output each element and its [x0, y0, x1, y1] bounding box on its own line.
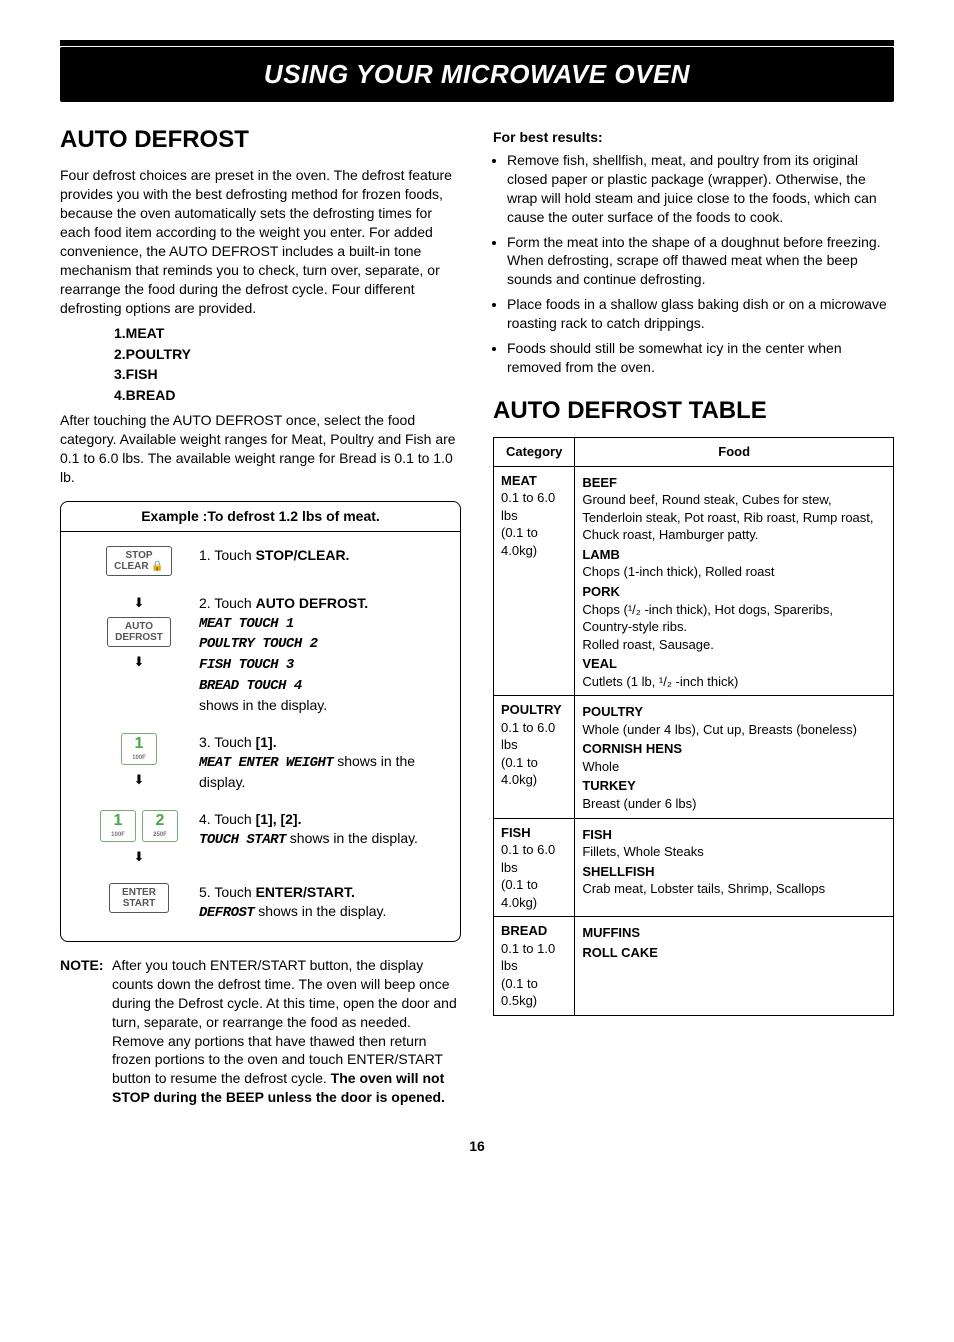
table-food-cell: MUFFINSROLL CAKE	[575, 917, 894, 1016]
tip: Place foods in a shallow glass baking di…	[507, 295, 894, 333]
table-food-cell: POULTRYWhole (under 4 lbs), Cut up, Brea…	[575, 696, 894, 818]
step-3: 1 100F ⬇ 3. Touch [1]. MEAT ENTER WEIGHT…	[79, 733, 442, 792]
page-number: 16	[60, 1137, 894, 1156]
example-box: Example :To defrost 1.2 lbs of meat. STO…	[60, 501, 461, 942]
tip: Form the meat into the shape of a doughn…	[507, 233, 894, 290]
table-category-cell: MEAT0.1 to 6.0 lbs(0.1 to 4.0kg)	[494, 466, 575, 696]
after-options-text: After touching the AUTO DEFROST once, se…	[60, 411, 461, 487]
tip: Remove fish, shellfish, meat, and poultr…	[507, 151, 894, 227]
arrow-icon: ⬇	[134, 653, 145, 671]
tips-list: Remove fish, shellfish, meat, and poultr…	[493, 151, 894, 377]
option-meat: 1.MEAT	[114, 324, 461, 343]
step-4: 1 100F 2 250F ⬇ 4. Touch [1], [2]. T	[79, 810, 442, 866]
for-best-results: For best results:	[493, 128, 894, 147]
arrow-icon: ⬇	[134, 848, 145, 866]
table-heading: AUTO DEFROST TABLE	[493, 395, 894, 427]
stop-clear-button: STOP CLEAR 🔒	[106, 546, 172, 576]
option-fish: 3.FISH	[114, 365, 461, 384]
th-category: Category	[494, 438, 575, 467]
step-2: ⬇ AUTO DEFROST ⬇ 2. Touch AUTO DEFROST. …	[79, 594, 442, 715]
th-food: Food	[575, 438, 894, 467]
digit-2-button: 2 250F	[142, 810, 178, 842]
table-category-cell: FISH0.1 to 6.0 lbs(0.1 to 4.0kg)	[494, 818, 575, 917]
auto-defrost-heading: AUTO DEFROST	[60, 124, 461, 156]
defrost-options: 1.MEAT 2.POULTRY 3.FISH 4.BREAD	[114, 324, 461, 406]
auto-defrost-button: AUTO DEFROST	[107, 617, 171, 647]
option-poultry: 2.POULTRY	[114, 345, 461, 364]
intro-text: Four defrost choices are preset in the o…	[60, 166, 461, 317]
table-category-cell: BREAD0.1 to 1.0 lbs(0.1 to 0.5kg)	[494, 917, 575, 1016]
page-banner: USING YOUR MICROWAVE OVEN	[60, 47, 894, 102]
table-category-cell: POULTRY0.1 to 6.0 lbs(0.1 to 4.0kg)	[494, 696, 575, 818]
arrow-icon: ⬇	[134, 771, 145, 789]
arrow-icon: ⬇	[134, 594, 145, 612]
step-1: STOP CLEAR 🔒 1. Touch STOP/CLEAR.	[79, 546, 442, 576]
note: NOTE:After you touch ENTER/START button,…	[60, 956, 461, 1107]
defrost-table: Category Food MEAT0.1 to 6.0 lbs(0.1 to …	[493, 437, 894, 1016]
enter-start-button: ENTER START	[109, 883, 169, 913]
digit-1-button: 1 100F	[121, 733, 157, 765]
table-food-cell: FISHFillets, Whole SteaksSHELLFISHCrab m…	[575, 818, 894, 917]
digit-1-button: 1 100F	[100, 810, 136, 842]
example-title: Example :To defrost 1.2 lbs of meat.	[61, 502, 460, 532]
table-food-cell: BEEFGround beef, Round steak, Cubes for …	[575, 466, 894, 696]
tip: Foods should still be somewhat icy in th…	[507, 339, 894, 377]
step-5: ENTER START 5. Touch ENTER/START. DEFROS…	[79, 883, 442, 923]
option-bread: 4.BREAD	[114, 386, 461, 405]
